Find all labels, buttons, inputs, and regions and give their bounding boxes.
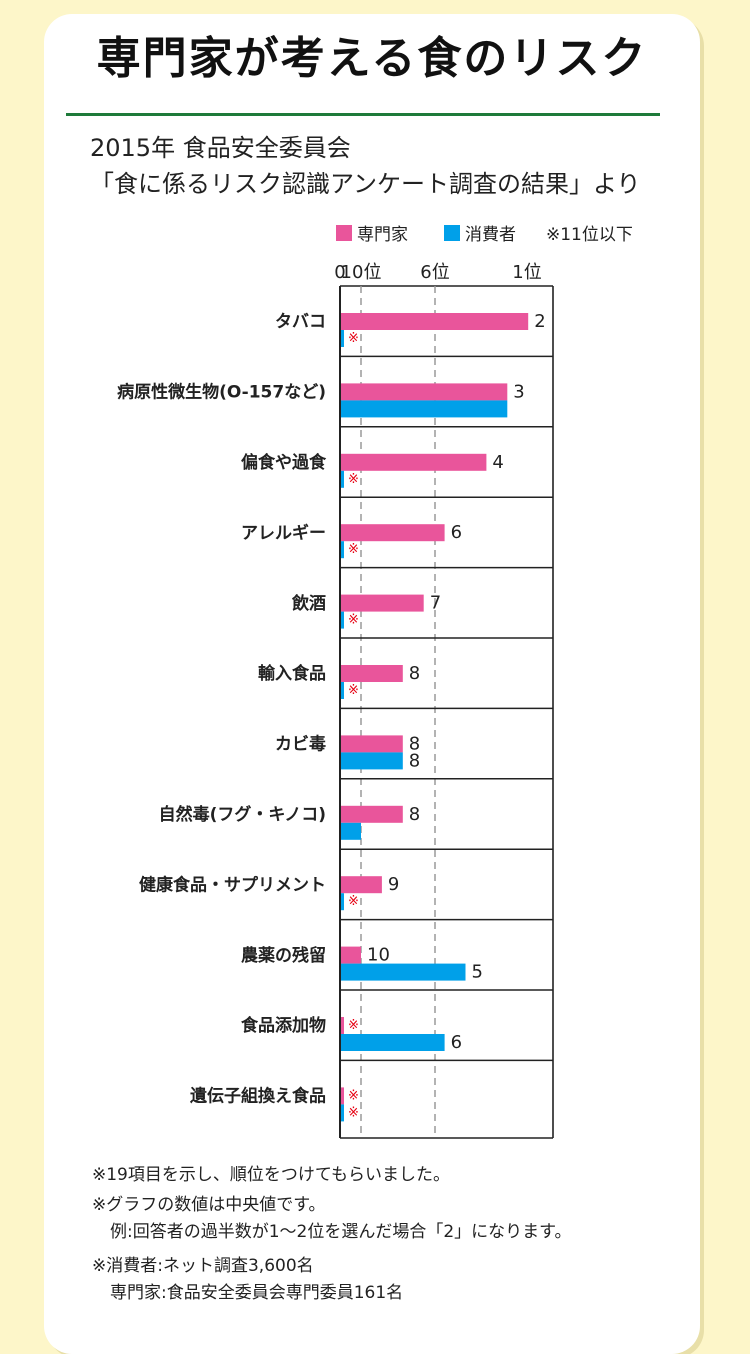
legend-below: ※11位以下 (546, 220, 633, 245)
note-expert-sample: 専門家:食品安全委員会専門委員161名 (110, 1283, 404, 1303)
bar-consumer-below (340, 1104, 344, 1122)
subtitle-survey: 「食に係るリスク認識アンケート調査の結果」より (90, 170, 641, 198)
legend-consumer: 消費者 (444, 220, 516, 245)
bar-label-consumer: 8 (409, 750, 420, 771)
marker-consumer: ※ (348, 1105, 359, 1120)
bar-label-expert: 8 (409, 733, 420, 754)
bar-consumer (340, 400, 508, 418)
category-label: 農薬の残留 (241, 945, 326, 966)
bar-expert (340, 594, 424, 612)
page-title: 専門家が考える食のリスク (96, 33, 648, 84)
axis-tick-label: 10位 (341, 262, 382, 283)
axis-tick-label: 1位 (512, 262, 541, 283)
legend-consumer-label: 消費者 (465, 225, 516, 245)
category-label: 病原性微生物(O-157など) (117, 382, 326, 403)
bar-label-expert: 6 (451, 522, 462, 543)
bar-label-expert: 10 (367, 945, 390, 966)
marker-expert: ※ (348, 1018, 359, 1033)
legend-expert: 専門家 (336, 220, 408, 245)
note-median: ※グラフの数値は中央値です。 (92, 1195, 326, 1215)
bar-label-consumer: 5 (472, 962, 483, 983)
category-label: タバコ (275, 312, 326, 332)
category-label: 食品添加物 (241, 1015, 326, 1036)
marker-consumer: ※ (348, 472, 359, 487)
bar-expert (340, 805, 403, 823)
bar-consumer-below (340, 470, 344, 488)
bar-expert (340, 453, 487, 471)
marker-consumer: ※ (348, 683, 359, 698)
subtitle-source: 2015年 食品安全委員会 (90, 134, 351, 162)
axis-tick-label: 6位 (420, 262, 449, 283)
marker-consumer: ※ (348, 542, 359, 557)
bar-label-consumer: 6 (451, 1032, 462, 1053)
bar-expert (340, 946, 361, 964)
title-divider (66, 113, 660, 116)
content-card (44, 14, 700, 1354)
marker-consumer: ※ (348, 894, 359, 909)
category-label: アレルギー (241, 523, 326, 543)
category-label: 飲酒 (291, 593, 326, 614)
axis-tick-label: 0 (334, 262, 345, 283)
bar-consumer-below (340, 611, 344, 629)
category-label: 輸入食品 (258, 663, 326, 684)
bar-label-expert: 8 (409, 804, 420, 825)
bar-consumer-below (340, 541, 344, 559)
bar-consumer-below (340, 682, 344, 699)
bar-consumer (340, 1034, 445, 1051)
bar-consumer (340, 822, 361, 840)
marker-consumer: ※ (348, 613, 359, 628)
category-label: 自然毒(フグ・キノコ) (159, 804, 326, 825)
bar-expert (340, 735, 403, 753)
bar-expert-below (340, 1017, 344, 1034)
bar-consumer-below (340, 330, 344, 347)
note-items: ※19項目を示し、順位をつけてもらいました。 (92, 1165, 451, 1185)
bar-expert (340, 313, 529, 330)
legend-below-label: ※11位以下 (546, 225, 633, 245)
bar-expert-below (340, 1087, 344, 1105)
category-label: 遺伝子組換え食品 (190, 1086, 326, 1107)
category-label: カビ毒 (275, 735, 326, 755)
bar-expert (340, 524, 445, 542)
bar-label-expert: 3 (513, 381, 524, 402)
bar-expert (340, 383, 508, 401)
note-consumer-sample: ※消費者:ネット調査3,600名 (92, 1256, 314, 1276)
category-label: 健康食品・サプリメント (139, 874, 326, 895)
bar-consumer (340, 752, 403, 770)
category-label: 偏食や過食 (241, 452, 327, 473)
bar-label-expert: 2 (534, 311, 545, 332)
legend-expert-label: 専門家 (357, 225, 408, 245)
bar-label-expert: 4 (492, 452, 503, 473)
bar-consumer-below (340, 893, 344, 911)
marker-expert: ※ (348, 1088, 359, 1103)
bar-expert (340, 876, 382, 894)
note-example: 例:回答者の過半数が1〜2位を選んだ場合「2」になります。 (110, 1222, 572, 1242)
bar-expert (340, 665, 403, 682)
bar-label-expert: 7 (430, 593, 441, 614)
marker-consumer: ※ (348, 331, 359, 346)
legend-consumer-swatch (444, 224, 460, 241)
bar-label-expert: 8 (409, 663, 420, 684)
legend-expert-swatch (336, 224, 352, 241)
bar-consumer (340, 963, 466, 981)
bar-label-expert: 9 (388, 874, 399, 895)
